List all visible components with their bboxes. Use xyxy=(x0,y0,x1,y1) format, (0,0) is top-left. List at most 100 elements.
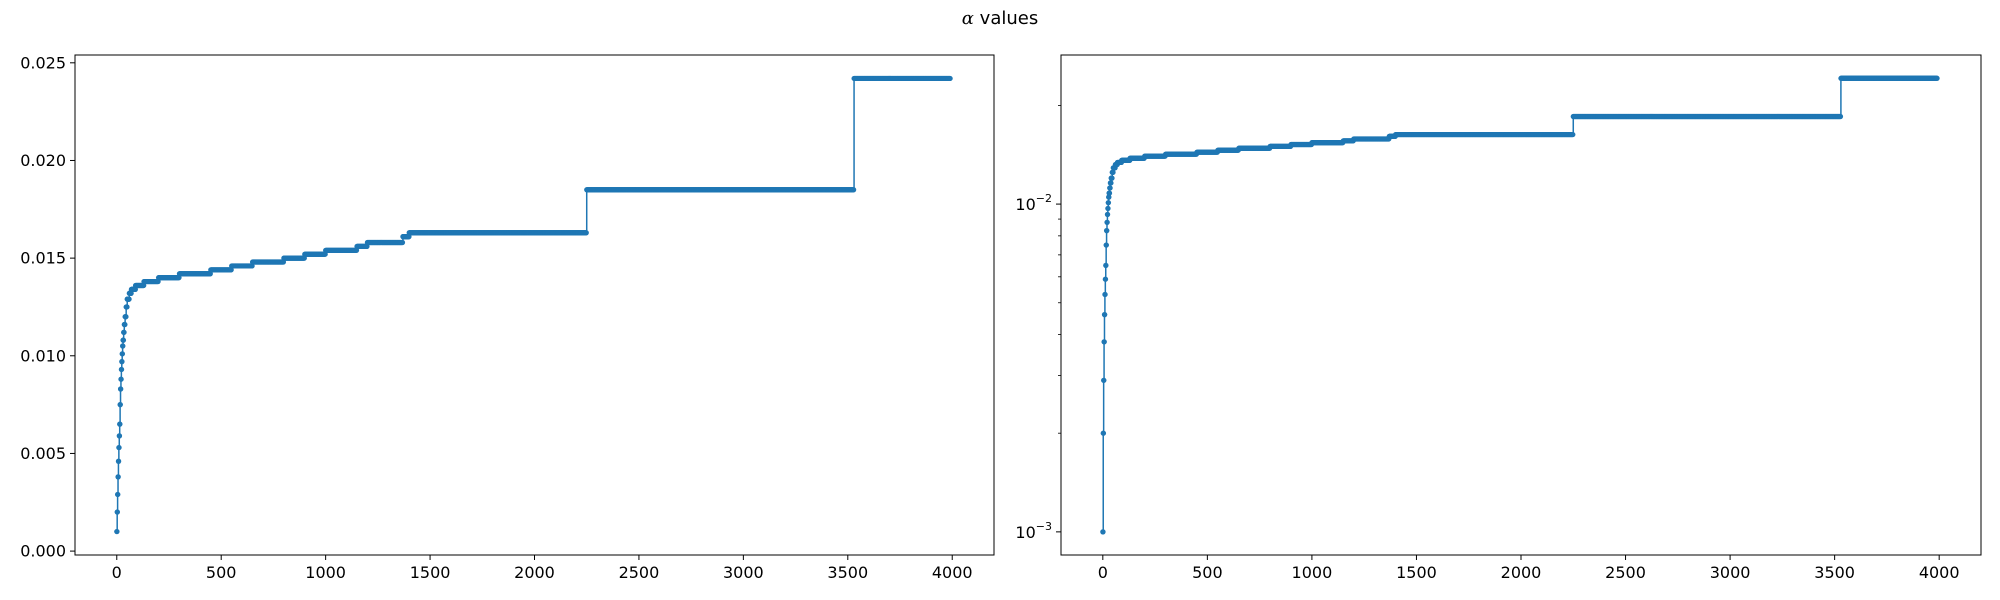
data-point xyxy=(121,329,127,335)
data-point xyxy=(115,474,121,480)
y-tick-label: 0.015 xyxy=(20,249,66,268)
x-tick-label: 2500 xyxy=(619,563,660,582)
data-point xyxy=(1100,430,1107,436)
data-point xyxy=(280,259,287,265)
title-text: values xyxy=(979,8,1039,29)
data-point xyxy=(947,75,953,82)
data-point xyxy=(117,402,123,408)
data-point xyxy=(1104,219,1110,225)
x-tick-label: 0 xyxy=(1098,563,1108,582)
y-tick-label: 0.000 xyxy=(20,542,66,561)
data-point xyxy=(1107,185,1113,191)
x-tick-label: 1000 xyxy=(1292,563,1333,582)
x-tick-label: 2000 xyxy=(514,563,555,582)
x-tick-label: 4000 xyxy=(932,563,973,582)
data-point xyxy=(119,359,125,365)
data-point xyxy=(119,351,126,357)
data-point xyxy=(118,386,124,392)
data-point xyxy=(120,343,126,349)
data-point xyxy=(1106,194,1112,200)
data-point xyxy=(117,421,123,427)
data-point xyxy=(406,234,412,240)
data-point xyxy=(120,337,127,343)
data-point xyxy=(322,251,328,257)
data-point xyxy=(207,271,213,277)
series-line xyxy=(116,77,951,533)
data-point xyxy=(128,290,134,296)
y-tick-label: 0.010 xyxy=(20,346,66,365)
data-point xyxy=(1104,228,1110,234)
data-point xyxy=(851,187,857,193)
series-markers xyxy=(1100,75,1940,535)
figure-title: α values xyxy=(0,8,2000,29)
data-point xyxy=(364,243,370,250)
x-tick-label: 2500 xyxy=(1605,563,1646,582)
x-tick-label: 3500 xyxy=(1814,563,1855,582)
data-point xyxy=(1105,200,1112,206)
data-point xyxy=(123,314,129,320)
data-point xyxy=(1101,339,1107,345)
data-point xyxy=(116,433,123,439)
y-tick-label: 10−3 xyxy=(1015,520,1052,542)
data-point xyxy=(1109,175,1115,181)
axes-frame xyxy=(1060,54,1982,556)
x-tick-label: 3500 xyxy=(827,563,868,582)
data-point xyxy=(1101,377,1107,383)
data-point xyxy=(1570,131,1576,138)
y-tick-label: 10−2 xyxy=(1015,192,1052,214)
y-tick-label-exponent: −2 xyxy=(1036,192,1052,205)
data-point xyxy=(1105,211,1111,218)
y-tick-label-exponent: −3 xyxy=(1036,520,1052,533)
title-alpha-symbol: α xyxy=(961,8,974,29)
data-point xyxy=(1103,242,1109,248)
x-tick-label: 1500 xyxy=(410,563,451,582)
data-point xyxy=(1105,205,1111,212)
data-point xyxy=(155,278,161,285)
data-point xyxy=(1102,291,1108,298)
data-point xyxy=(116,444,122,451)
data-point xyxy=(301,255,307,261)
data-point xyxy=(353,247,360,253)
y-tick-label: 0.005 xyxy=(20,444,66,463)
data-point xyxy=(249,263,255,269)
data-point xyxy=(1102,312,1108,318)
data-point xyxy=(583,230,589,236)
x-tick-label: 1000 xyxy=(305,563,346,582)
data-point xyxy=(116,458,122,464)
data-point xyxy=(1103,262,1109,269)
data-point xyxy=(114,509,120,515)
x-tick-label: 3000 xyxy=(723,563,764,582)
data-point xyxy=(1100,529,1106,535)
data-point xyxy=(1110,169,1116,175)
data-point xyxy=(228,267,234,273)
data-point xyxy=(1102,276,1109,282)
data-point xyxy=(1934,75,1940,81)
x-tick-label: 4000 xyxy=(1919,563,1960,582)
x-tick-label: 500 xyxy=(1192,563,1223,582)
data-point xyxy=(124,304,130,310)
data-point xyxy=(1108,180,1114,186)
y-tick-label: 0.020 xyxy=(20,151,66,170)
y-tick-label-base: 10 xyxy=(1015,195,1035,214)
data-point xyxy=(118,366,125,373)
data-point xyxy=(1837,113,1844,120)
x-tick-label: 2000 xyxy=(1501,563,1542,582)
x-tick-label: 500 xyxy=(206,563,237,582)
y-tick-label-base: 10 xyxy=(1015,523,1035,542)
x-tick-label: 0 xyxy=(112,563,122,582)
x-tick-label: 1500 xyxy=(1396,563,1437,582)
data-point xyxy=(122,321,128,328)
data-point xyxy=(399,239,406,246)
data-point xyxy=(118,376,124,382)
axes-frame xyxy=(74,54,995,556)
y-tick-label: 0.025 xyxy=(20,53,66,72)
data-point xyxy=(176,275,182,281)
data-point xyxy=(115,491,121,498)
x-tick-label: 3000 xyxy=(1710,563,1751,582)
data-point xyxy=(126,296,132,302)
series-markers xyxy=(114,75,953,535)
data-point xyxy=(1106,190,1113,196)
series-line xyxy=(1102,77,1938,533)
